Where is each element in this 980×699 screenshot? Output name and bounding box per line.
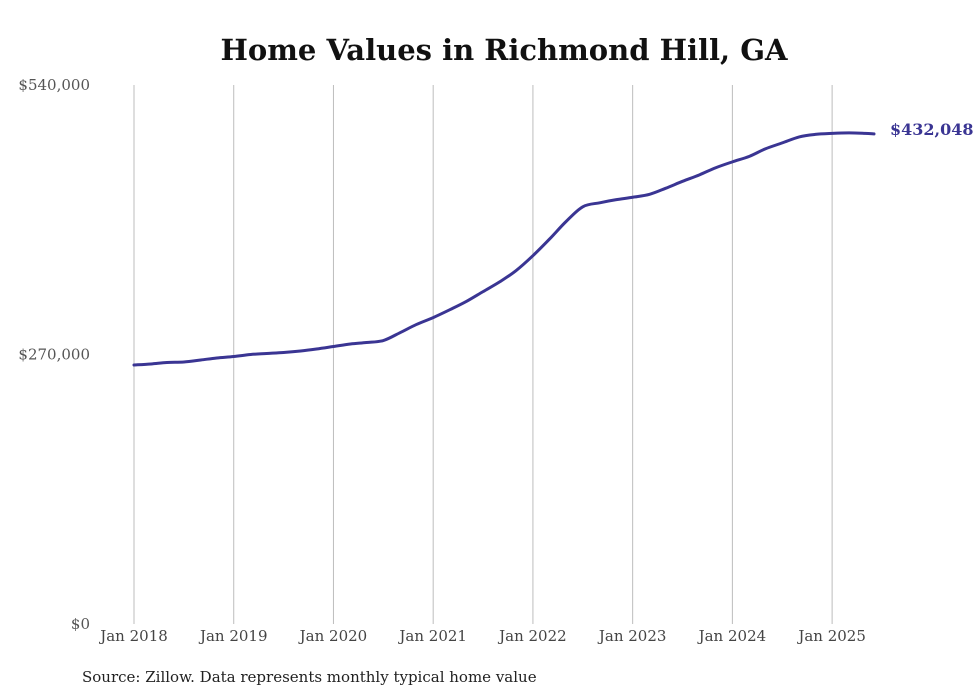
x-tick-label: Jan 2023: [597, 627, 667, 645]
series-line: [132, 131, 876, 367]
series-group: $432,048: [132, 120, 974, 367]
x-tick-label: Jan 2018: [98, 627, 168, 645]
y-tick-label: $540,000: [18, 76, 90, 94]
x-tick-label: Jan 2020: [298, 627, 368, 645]
y-axis-ticks: $0 $270,000 $540,000: [18, 76, 90, 633]
x-tick-label: Jan 2021: [397, 627, 467, 645]
source-note: Source: Zillow. Data represents monthly …: [82, 668, 537, 686]
y-tick-label: $270,000: [18, 346, 90, 364]
chart-title: Home Values in Richmond Hill, GA: [220, 33, 788, 67]
gridlines: [133, 85, 833, 624]
x-axis-ticks: Jan 2018 Jan 2019 Jan 2020 Jan 2021 Jan 2022…: [98, 627, 866, 645]
x-tick-label: Jan 2025: [796, 627, 866, 645]
y-tick-label: $0: [71, 615, 90, 633]
x-tick-label: Jan 2024: [697, 627, 767, 645]
x-tick-label: Jan 2022: [497, 627, 567, 645]
end-value-label: $432,048: [890, 120, 974, 139]
x-tick-label: Jan 2019: [198, 627, 268, 645]
